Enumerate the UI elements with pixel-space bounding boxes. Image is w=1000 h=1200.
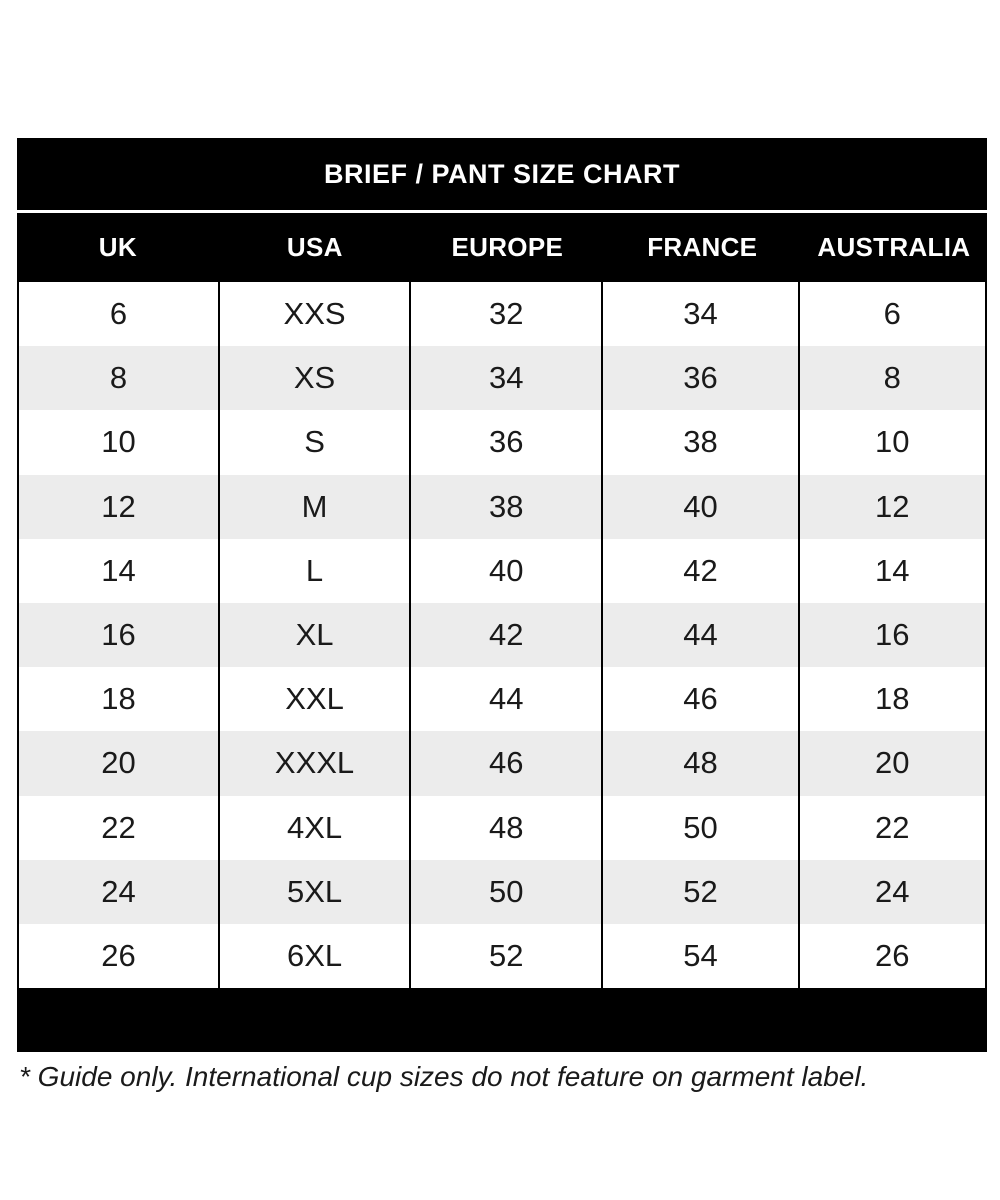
table-body: 6 XXS 32 34 6 8 XS 34 36 8 10 S 36 38 10 12 M 38 40 12 14 L 40… <box>17 282 987 989</box>
table-row: 16 XL 42 44 16 <box>19 602 985 668</box>
cell-uk: 24 <box>19 859 220 924</box>
column-header-france: FRANCE <box>647 232 758 262</box>
cell-europe: 52 <box>411 923 604 989</box>
cell-france: 48 <box>603 731 800 796</box>
table-title-bar: BRIEF / PANT SIZE CHART <box>17 138 987 213</box>
cell-australia: 24 <box>875 873 910 909</box>
cell-usa: XS <box>220 346 412 411</box>
table-header-row: UK USA EUROPE FRANCE AUSTRALIA <box>17 213 987 282</box>
column-header-usa: USA <box>286 232 343 262</box>
cell-europe: 42 <box>411 602 604 668</box>
column-header-europe: EUROPE <box>451 232 564 262</box>
cell-france: 46 <box>603 667 800 732</box>
table-row: 22 4XL 48 50 22 <box>19 795 985 860</box>
cell-france: 44 <box>603 602 800 668</box>
cell-france: 50 <box>603 795 800 860</box>
cell-australia: 10 <box>875 424 910 460</box>
table-title: BRIEF / PANT SIZE CHART <box>323 158 680 189</box>
cell-usa: L <box>220 538 412 603</box>
table-row: 18 XXL 44 46 18 <box>19 667 985 732</box>
cell-europe: 48 <box>411 795 604 860</box>
table-row: 10 S 36 38 10 <box>19 410 985 475</box>
cell-uk: 12 <box>19 474 220 539</box>
cell-uk: 22 <box>19 795 220 860</box>
cell-france: 40 <box>603 474 800 539</box>
cell-australia: 20 <box>875 745 910 781</box>
cell-uk: 10 <box>19 410 220 475</box>
table-row: 8 XS 34 36 8 <box>19 346 985 411</box>
cell-europe: 40 <box>411 538 604 603</box>
column-header-australia: AUSTRALIA <box>817 232 971 262</box>
cell-australia: 26 <box>875 937 910 973</box>
table-row: 6 XXS 32 34 6 <box>19 282 985 347</box>
cell-uk: 14 <box>19 538 220 603</box>
cell-europe: 46 <box>411 731 604 796</box>
cell-usa: XL <box>220 602 412 668</box>
table-row: 20 XXXL 46 48 20 <box>19 731 985 796</box>
cell-usa: XXXL <box>220 731 412 796</box>
cell-europe: 32 <box>411 282 604 347</box>
footnote: * Guide only. International cup sizes do… <box>19 1061 869 1092</box>
cell-australia: 6 <box>883 296 901 332</box>
cell-france: 42 <box>603 538 800 603</box>
cell-france: 36 <box>603 346 800 411</box>
cell-usa: S <box>220 410 412 475</box>
cell-europe: 34 <box>411 346 604 411</box>
cell-usa: XXL <box>220 667 412 732</box>
cell-australia: 16 <box>875 617 910 653</box>
cell-europe: 44 <box>411 667 604 732</box>
column-header-uk: UK <box>98 232 137 262</box>
table-row: 26 6XL 52 54 26 <box>19 923 985 989</box>
cell-usa: 6XL <box>220 923 412 989</box>
cell-australia: 12 <box>875 488 910 524</box>
cell-france: 54 <box>603 923 800 989</box>
size-chart-table: BRIEF / PANT SIZE CHART UK USA EUROPE FRANC… <box>17 138 987 1053</box>
cell-australia: 18 <box>875 681 910 717</box>
cell-france: 38 <box>603 410 800 475</box>
cell-australia: 22 <box>875 809 910 845</box>
cell-uk: 6 <box>19 282 220 347</box>
cell-uk: 20 <box>19 731 220 796</box>
cell-australia: 8 <box>883 360 901 396</box>
table-row: 24 5XL 50 52 24 <box>19 859 985 924</box>
cell-uk: 8 <box>19 346 220 411</box>
table-row: 14 L 40 42 14 <box>19 538 985 603</box>
cell-europe: 36 <box>411 410 604 475</box>
cell-france: 34 <box>603 282 800 347</box>
cell-usa: XXS <box>220 282 412 347</box>
table-footer-bar <box>17 988 987 1053</box>
cell-usa: M <box>220 474 412 539</box>
cell-usa: 4XL <box>220 795 412 860</box>
cell-europe: 50 <box>411 859 604 924</box>
cell-uk: 18 <box>19 667 220 732</box>
table-row: 12 M 38 40 12 <box>19 474 985 539</box>
cell-usa: 5XL <box>220 859 412 924</box>
cell-europe: 38 <box>411 474 604 539</box>
cell-australia: 14 <box>875 552 910 588</box>
cell-uk: 16 <box>19 602 220 668</box>
cell-france: 52 <box>603 859 800 924</box>
cell-uk: 26 <box>19 923 220 989</box>
